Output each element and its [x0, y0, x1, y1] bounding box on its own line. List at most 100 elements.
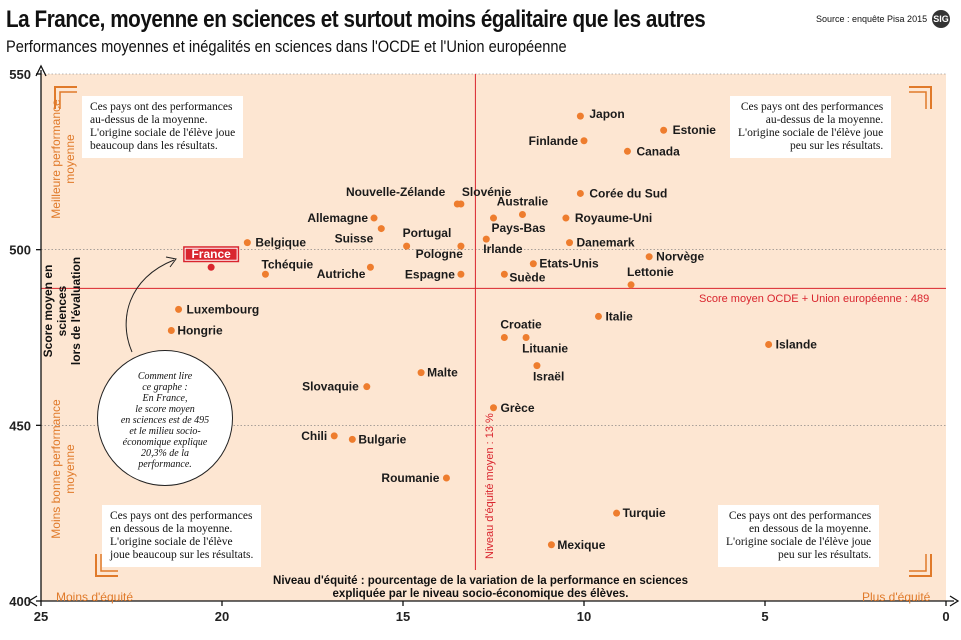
label-france-badge: France: [183, 246, 240, 263]
point-bulgarie: [348, 435, 356, 443]
sig-logo: SIG: [932, 10, 950, 28]
howto-callout-arrow: [125, 256, 177, 353]
label-mexique: Mexique: [557, 538, 605, 552]
point-hongrie: [167, 326, 175, 334]
label-israel: Israël: [533, 370, 564, 384]
point-suisse: [377, 225, 385, 233]
label-france: France: [191, 247, 231, 261]
point-coree-du-sud: [576, 189, 584, 197]
mean-score-label: Score moyen OCDE + Union européenne : 48…: [699, 293, 930, 305]
point-france: [207, 263, 215, 271]
y-axis-title: Score moyen en sciences lors de l'évalua…: [41, 256, 83, 366]
point-finlande: [580, 137, 588, 145]
point-espagne: [457, 270, 465, 278]
label-malte: Malte: [427, 366, 458, 380]
point-autriche: [366, 263, 374, 271]
point-croatie: [500, 334, 508, 341]
point-islande: [765, 341, 773, 349]
france-badge-border: [184, 247, 238, 261]
label-irlande: Irlande: [483, 242, 523, 256]
y-tick-label: 550: [9, 67, 31, 82]
point-canada: [623, 147, 631, 155]
point-malte: [417, 369, 425, 377]
point-estonie: [660, 126, 668, 134]
label-lituanie: Lituanie: [522, 342, 568, 356]
label-hongrie: Hongrie: [177, 323, 223, 337]
x-tick-label: 25: [34, 609, 48, 624]
x-axis-min-label: Moins d'équité: [56, 590, 134, 604]
point-mexique: [547, 541, 555, 549]
label-luxembourg: Luxembourg: [187, 302, 260, 316]
label-finlande: Finlande: [529, 134, 579, 148]
corner-brackets: [54, 86, 932, 577]
point-turquie: [613, 509, 621, 517]
point-suede: [500, 270, 508, 278]
point-israel: [533, 362, 541, 370]
point-roumanie: [442, 474, 450, 482]
label-islande: Islande: [776, 338, 818, 352]
quadrant-note-bottom-right: Ces pays ont des performances en dessous…: [718, 505, 880, 567]
point-grece: [490, 404, 497, 412]
y-axis-top-label: Meilleure performance moyenne: [49, 99, 77, 219]
label-tchequie: Tchéquie: [261, 257, 313, 271]
corner-bracket-inner: [909, 91, 927, 109]
y-axis-arrow: [35, 64, 47, 77]
quadrant-note-top-right: Ces pays ont des performances au-dessus …: [730, 96, 892, 158]
label-suisse: Suisse: [335, 232, 374, 246]
y-tick-label: 500: [9, 243, 31, 258]
callout-arrow: [125, 259, 175, 353]
label-estonie: Estonie: [673, 123, 717, 137]
mean-equity-label: Niveau d'équité moyen : 13 %: [484, 413, 496, 559]
label-norvege: Norvège: [656, 250, 704, 264]
label-espagne: Espagne: [405, 267, 455, 281]
corner-bracket-inner: [59, 91, 77, 109]
chart-title: La France, moyenne en sciences et surtou…: [6, 6, 706, 33]
quadrant-note-top-left: Ces pays ont des performances au-dessus …: [82, 96, 244, 158]
label-portugal: Portugal: [403, 226, 452, 240]
label-autriche: Autriche: [317, 267, 366, 281]
point-irlande: [482, 235, 490, 243]
point-lituanie: [522, 334, 530, 341]
label-slovaquie: Slovaquie: [302, 380, 359, 394]
point-pays-bas: [490, 214, 497, 222]
label-bulgarie: Bulgarie: [358, 432, 406, 446]
corner-bracket: [909, 554, 932, 577]
corner-bracket: [54, 86, 77, 109]
reference-lines: [41, 74, 946, 570]
label-japon: Japon: [589, 107, 624, 121]
x-axis-title: Niveau d'équité : pourcentage de la vari…: [273, 575, 688, 600]
label-slovenie: Slovénie: [462, 185, 512, 199]
label-australie: Australie: [497, 195, 549, 209]
label-chili: Chili: [301, 429, 327, 443]
y-axis-bottom-label: Moins bonne performance moyenne: [49, 399, 77, 539]
label-croatie: Croatie: [500, 318, 542, 332]
point-danemark: [566, 239, 574, 247]
corner-bracket: [909, 86, 932, 109]
y-tick-label: 450: [9, 418, 31, 433]
france-badge-bg: [183, 246, 240, 263]
label-royaume-uni: Royaume-Uni: [575, 211, 652, 225]
label-nouvelle-zelande: Nouvelle-Zélande: [346, 185, 446, 199]
label-etats-unis: Etats-Unis: [539, 257, 599, 271]
axes: 400 450 500 550 25 20 15 10 5 0: [9, 64, 960, 624]
source-note: Source : enquête Pisa 2015: [816, 14, 928, 24]
point-royaume-uni: [562, 214, 570, 222]
x-tick-label: 0: [942, 609, 949, 624]
x-tick-label: 15: [396, 609, 410, 624]
corner-bracket-inner: [909, 554, 927, 572]
point-chili: [330, 432, 338, 440]
label-belgique: Belgique: [255, 236, 306, 250]
point-belgique: [243, 239, 251, 247]
howto-reading-guide: Comment lire ce graphe : En France, le s…: [97, 350, 233, 486]
data-points: Japon Estonie Finlande Canada Slovénie Corée …: [167, 107, 818, 552]
point-lettonie: [627, 281, 635, 289]
label-roumanie: Roumanie: [381, 471, 439, 485]
point-pologne: [457, 242, 465, 250]
label-suede: Suède: [509, 270, 545, 284]
point-tchequie: [261, 270, 269, 278]
point-allemagne: [370, 214, 378, 222]
label-lettonie: Lettonie: [627, 265, 674, 279]
label-danemark: Danemark: [577, 236, 635, 250]
x-axis-max-label: Plus d'équité: [862, 590, 931, 604]
x-axis-arrow-left: [27, 595, 38, 607]
